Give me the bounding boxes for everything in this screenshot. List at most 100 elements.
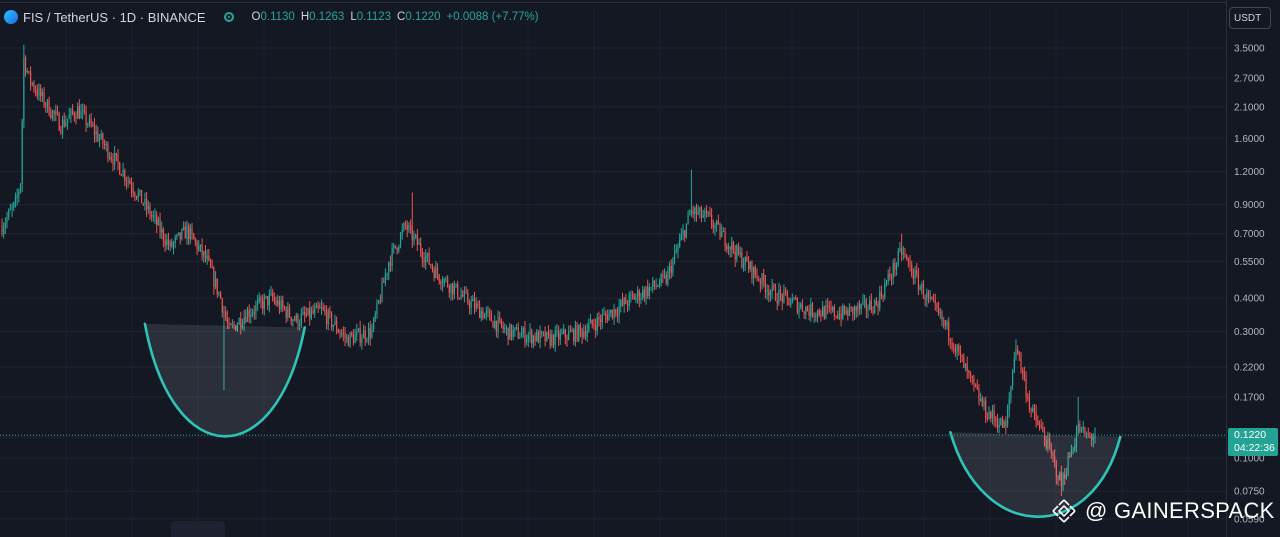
candle-body — [297, 314, 299, 326]
candle-body — [502, 325, 504, 330]
candle-body — [364, 330, 366, 340]
candle-body — [470, 301, 472, 308]
candle-body — [563, 329, 565, 333]
candle-body — [228, 322, 230, 325]
candle-body — [1013, 358, 1015, 373]
candle-body — [667, 271, 669, 284]
candle-body — [912, 274, 914, 279]
candle-body — [679, 240, 681, 247]
candle-body — [551, 334, 553, 346]
candle-body — [1037, 420, 1039, 426]
bottom-toolbar-handle[interactable] — [171, 521, 225, 537]
candle-body — [157, 219, 159, 226]
candle-body — [939, 312, 941, 314]
candle-body — [996, 421, 999, 428]
candle-body — [420, 243, 422, 253]
candle-body — [895, 263, 898, 270]
candle-body — [18, 191, 20, 196]
candle-body — [179, 232, 181, 239]
candle-body — [410, 225, 412, 227]
candle-body — [260, 297, 262, 301]
candle-body — [97, 131, 99, 141]
candle-body — [916, 270, 918, 275]
candle-body — [529, 330, 531, 336]
candle-body — [677, 246, 679, 251]
candle-body — [716, 221, 718, 225]
candle-body — [23, 57, 25, 122]
price-tick-label: 0.1000 — [1234, 454, 1265, 465]
candle-body — [198, 246, 200, 250]
candle-body — [650, 286, 652, 288]
candle-body — [70, 109, 72, 116]
candle-body — [956, 345, 958, 352]
candle-body — [450, 283, 452, 293]
candle-body — [35, 89, 37, 92]
candle-body — [51, 110, 54, 118]
candle-body — [690, 210, 693, 215]
candle-body — [842, 306, 844, 319]
candle-body — [357, 328, 360, 331]
candle-body — [465, 291, 467, 293]
candle-body — [433, 269, 435, 278]
candle-body — [811, 303, 814, 317]
candle-body — [282, 300, 284, 307]
candle-body — [759, 280, 761, 285]
candle-body — [334, 321, 336, 325]
candle-body — [40, 88, 42, 97]
candle-body — [312, 310, 314, 314]
candle-body — [262, 300, 264, 309]
candle-body — [460, 294, 462, 299]
candle-body — [250, 314, 252, 317]
candle-body — [463, 291, 466, 297]
candle-body — [840, 313, 842, 319]
candle-body — [199, 244, 202, 247]
market-status-icon[interactable] — [223, 12, 234, 22]
candle-body — [389, 262, 392, 266]
candle-body — [60, 130, 62, 134]
candle-body — [485, 311, 487, 314]
candle-body — [105, 143, 107, 146]
candle-body — [828, 306, 830, 308]
candle-body — [731, 242, 733, 250]
candle-body — [399, 233, 402, 247]
candle-body — [255, 304, 257, 313]
candle-body — [943, 320, 945, 322]
candle-body — [473, 299, 476, 309]
candle-body — [457, 283, 459, 298]
candle-body — [231, 324, 233, 326]
candle-body — [848, 306, 851, 317]
candle-body — [628, 294, 630, 306]
candle-body — [122, 170, 124, 176]
candle-body — [1094, 434, 1096, 438]
candle-body — [948, 321, 950, 339]
candle-body — [351, 332, 353, 336]
price-tick-label: 3.5000 — [1234, 44, 1265, 55]
symbol-title[interactable]: FIS / TetherUS · 1D · BINANCE — [4, 10, 206, 25]
candle-body — [181, 229, 183, 239]
candle-body — [1017, 348, 1019, 354]
candle-body — [310, 310, 313, 319]
candle-body — [534, 335, 536, 341]
candle-body — [573, 330, 575, 342]
candle-body — [630, 294, 632, 296]
candle-body — [665, 275, 667, 284]
price-tick-label: 0.9000 — [1234, 200, 1265, 211]
candle-body — [954, 349, 957, 352]
high-label: H — [300, 11, 310, 23]
candle-body — [571, 330, 573, 332]
candle-body — [362, 330, 365, 339]
candle-body — [737, 245, 740, 255]
candle-body — [658, 284, 661, 287]
candle-body — [478, 304, 481, 319]
currency-button[interactable]: USDT — [1229, 7, 1271, 29]
candle-body — [174, 237, 176, 243]
candle-body — [763, 273, 765, 283]
candle-body — [684, 230, 686, 238]
candle-body — [791, 299, 793, 304]
candle-body — [929, 297, 931, 299]
candle-body — [1057, 476, 1059, 481]
candle-body — [931, 297, 933, 300]
candle-body — [125, 180, 128, 182]
chart-header: FIS / TetherUS · 1D · BINANCE O0.1130 H0… — [0, 4, 539, 30]
